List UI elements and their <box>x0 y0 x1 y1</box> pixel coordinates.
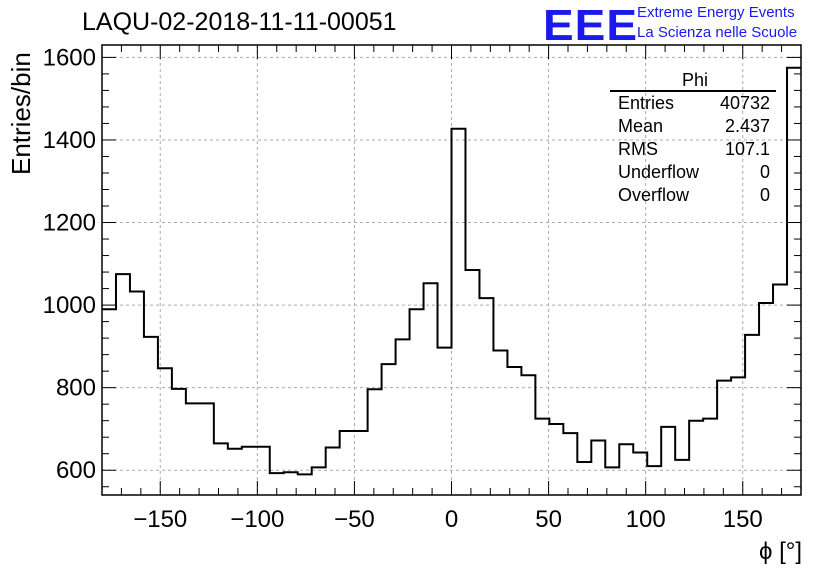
histogram-bin <box>591 441 605 495</box>
x-tick-label: 100 <box>626 506 666 533</box>
histogram-bin <box>158 368 172 495</box>
x-tick-label: −50 <box>334 506 375 533</box>
histogram-bin <box>465 270 479 495</box>
histogram-bin <box>172 389 186 495</box>
histogram-bin <box>298 474 312 495</box>
y-tick-label: 1200 <box>43 210 96 237</box>
histogram-bin <box>577 462 591 495</box>
histogram-bin <box>661 427 675 495</box>
stats-label: RMS <box>618 139 658 159</box>
y-tick-label: 800 <box>56 375 96 402</box>
x-tick-label: 0 <box>445 506 458 533</box>
histogram-bin <box>521 375 535 495</box>
histogram-bin <box>493 351 507 495</box>
histogram-bars <box>102 66 801 495</box>
histogram-bin <box>549 424 563 495</box>
stats-value: 0 <box>759 185 770 205</box>
histogram-bin <box>535 419 549 495</box>
stats-label: Mean <box>618 116 664 136</box>
y-tick-label: 1000 <box>43 292 96 319</box>
stats-divider <box>610 90 776 92</box>
histogram-bin <box>326 448 340 495</box>
histogram-bin <box>703 419 717 495</box>
stats-label: Entries <box>618 93 675 113</box>
stats-label: Underflow <box>618 162 700 182</box>
histogram-bin <box>228 449 242 495</box>
histogram-bin <box>200 403 214 495</box>
histogram-bin <box>647 466 661 495</box>
y-axis-label: Entries/bin <box>6 52 36 175</box>
stats-row-rms: RMS 107.1 <box>610 138 776 161</box>
histogram-bin <box>438 348 452 495</box>
histogram-bin <box>619 444 633 495</box>
x-tick-label: −100 <box>230 506 284 533</box>
x-tick-label: 150 <box>723 506 763 533</box>
stats-value: 40732 <box>719 93 770 113</box>
logo-text-line1: Extreme Energy Events <box>637 4 795 21</box>
histogram-bin <box>256 447 270 495</box>
x-axis-label: ϕ [°] <box>758 538 802 565</box>
histogram-bin <box>745 335 759 495</box>
histogram-bin <box>507 367 521 495</box>
histogram-bin <box>130 291 144 495</box>
histogram-bin <box>675 460 689 495</box>
histogram-bin <box>410 309 424 495</box>
histogram-bin <box>452 129 466 495</box>
histogram-bin <box>116 274 130 495</box>
stats-value: 107.1 <box>724 139 770 159</box>
histogram-bin <box>396 339 410 495</box>
histogram-bin <box>759 303 773 495</box>
x-tick-label: −150 <box>133 506 187 533</box>
histogram-bin <box>214 443 228 495</box>
histogram-bin <box>284 472 298 495</box>
histogram-bin <box>102 309 116 495</box>
histogram-bin <box>424 283 438 495</box>
histogram-bin <box>773 284 787 495</box>
logo-text-line2: La Scienza nelle Scuole <box>637 24 798 41</box>
stats-value: 2.437 <box>724 116 770 136</box>
y-tick-label: 1400 <box>43 127 96 154</box>
stats-value: 0 <box>759 162 770 182</box>
histogram-bin <box>354 431 368 495</box>
y-tick-label: 1600 <box>43 44 96 71</box>
histogram-bin <box>368 389 382 495</box>
histogram-bin <box>731 377 745 495</box>
histogram-bin <box>340 431 354 495</box>
stats-row-mean: Mean 2.437 <box>610 115 776 138</box>
histogram-bin <box>787 68 801 495</box>
stats-title: Phi <box>681 70 708 90</box>
histogram-bin <box>186 403 200 495</box>
histogram-bin <box>605 467 619 495</box>
chart-title: LAQU-02-2018-11-11-00051 <box>82 8 397 36</box>
x-tick-label: 50 <box>535 506 562 533</box>
stats-label: Overflow <box>618 185 690 205</box>
stats-row-underflow: Underflow 0 <box>610 161 776 184</box>
histogram-bin <box>312 467 326 495</box>
histogram-bin <box>144 337 158 495</box>
stats-box: Phi Entries 40732 Mean 2.437 RMS 107.1 U… <box>610 70 776 207</box>
histogram-bin <box>689 421 703 495</box>
histogram-bin <box>382 364 396 495</box>
axes: −150 −100 −50 0 50 100 150 600 800 1000 1200 1400 16… <box>43 44 802 533</box>
histogram-bin <box>479 298 493 495</box>
eee-logo: EEE <box>543 0 639 50</box>
histogram-outline <box>102 66 801 476</box>
histogram-bin <box>717 381 731 495</box>
stats-row-overflow: Overflow 0 <box>610 184 776 207</box>
histogram-bin <box>242 447 256 495</box>
y-tick-label: 600 <box>56 457 96 484</box>
histogram-bin <box>633 452 647 495</box>
stats-row-entries: Entries 40732 <box>610 92 776 115</box>
histogram-bin <box>563 433 577 495</box>
